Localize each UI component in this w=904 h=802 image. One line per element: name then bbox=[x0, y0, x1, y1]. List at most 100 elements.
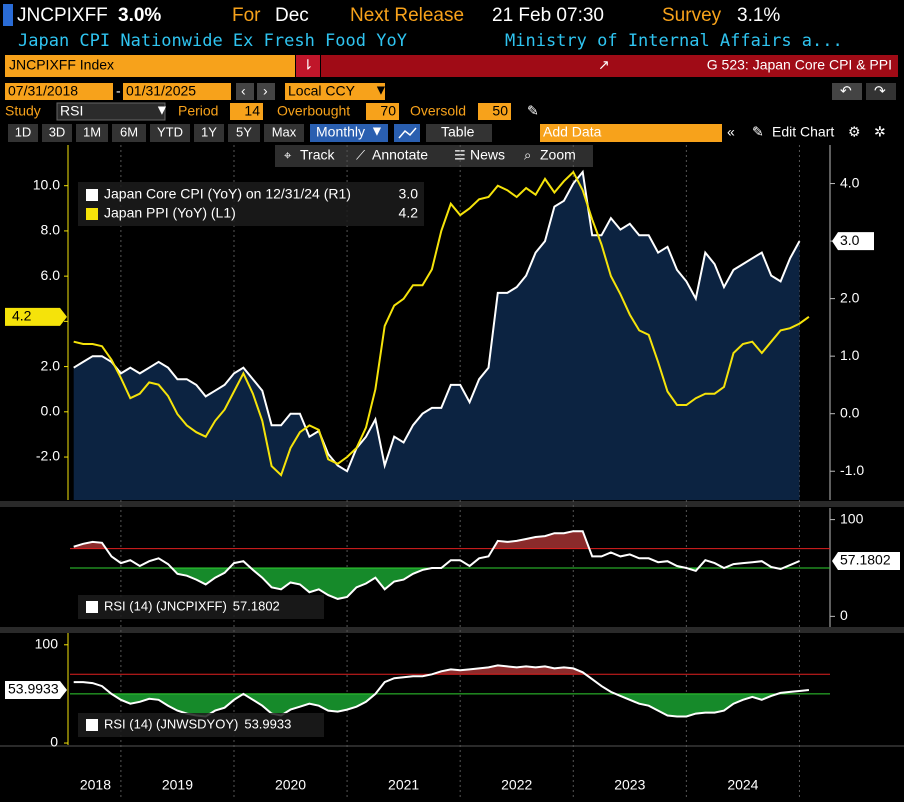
y-tick-label: 100 bbox=[840, 510, 864, 526]
y2-tick-label: 2.0 bbox=[840, 289, 860, 305]
tool[interactable]: Track bbox=[300, 147, 335, 163]
range-button[interactable] bbox=[76, 124, 108, 142]
value-tag bbox=[832, 232, 874, 251]
oversold-box[interactable] bbox=[478, 103, 511, 120]
collapse-icon[interactable]: « bbox=[727, 124, 735, 140]
prev-icon: ‹ bbox=[241, 83, 246, 99]
gear-icon[interactable]: ✲ bbox=[874, 124, 886, 140]
range-button[interactable] bbox=[112, 124, 146, 142]
end-date-box[interactable] bbox=[123, 83, 231, 100]
value-tag bbox=[5, 680, 67, 699]
oversold-fill bbox=[111, 693, 778, 717]
legend bbox=[78, 595, 324, 619]
legend-value: 53.9933 bbox=[244, 716, 291, 731]
range-buttons: 1D 3D 1M 6M YTD 1Y 5Y Max bbox=[8, 124, 304, 142]
next-release-label: Next Release bbox=[350, 5, 464, 26]
survey-label: Survey bbox=[662, 5, 722, 26]
y-tick-label: 8.0 bbox=[41, 222, 61, 238]
tool-icon: ⌕ bbox=[524, 147, 531, 162]
prev-button[interactable] bbox=[236, 83, 254, 100]
panel-separator bbox=[0, 745, 904, 747]
y2-tick-label: 1.0 bbox=[840, 347, 860, 363]
currency: Local CCY bbox=[288, 83, 356, 99]
range-button[interactable] bbox=[8, 124, 38, 142]
redo-button[interactable] bbox=[866, 83, 896, 100]
chart: 2018 2019 2020 2021 2022 2023 2024 -2.0 0.0 2.0 4.… bbox=[0, 145, 904, 797]
tool[interactable]: News bbox=[470, 147, 505, 163]
legend bbox=[78, 713, 324, 737]
for-label: For bbox=[232, 5, 261, 26]
tools: ⌖ Track ⟋ Annotate ☰ News ⌕ Zoom bbox=[284, 147, 576, 163]
y2-tick-label: -1.0 bbox=[840, 462, 864, 478]
value-tag bbox=[5, 307, 67, 326]
value-tag-label: 57.1802 bbox=[840, 552, 891, 568]
range-button[interactable] bbox=[228, 124, 260, 142]
period-box[interactable] bbox=[230, 103, 263, 120]
range-label: 1M bbox=[83, 124, 101, 139]
area bbox=[73, 172, 800, 500]
edit-icon: ✎ bbox=[752, 124, 764, 140]
launch-icon[interactable]: ↗ bbox=[598, 57, 610, 73]
add-data-box[interactable] bbox=[540, 124, 722, 142]
frequency-button[interactable] bbox=[310, 124, 388, 142]
rsi-line bbox=[73, 530, 800, 600]
currency-box[interactable] bbox=[285, 83, 385, 100]
panel-separator bbox=[0, 627, 904, 633]
edit-chart[interactable]: Edit Chart bbox=[772, 124, 834, 140]
table-button[interactable] bbox=[426, 124, 492, 142]
range-button[interactable] bbox=[150, 124, 190, 142]
legend-label: Japan PPI (YoY) (L1) bbox=[104, 205, 236, 221]
legend-label: RSI (14) (JNWSDYOY) bbox=[104, 716, 238, 731]
range-label: 5Y bbox=[236, 124, 252, 139]
table: Table bbox=[441, 124, 475, 140]
x-tick-label: 2020 bbox=[275, 777, 306, 793]
legend-value: 4.2 bbox=[399, 205, 419, 221]
x-tick-label: 2024 bbox=[727, 777, 758, 793]
dropdown-icon: ▼ bbox=[155, 102, 169, 118]
source: Ministry of Internal Affairs a... bbox=[505, 31, 843, 51]
y-tick-label: 2.0 bbox=[41, 357, 61, 373]
page-title: G 523: Japan Core CPI & PPI bbox=[707, 57, 892, 73]
y-tick-label: -2.0 bbox=[36, 448, 60, 464]
y-tick-label: 6.0 bbox=[41, 267, 61, 283]
tool[interactable]: Annotate bbox=[372, 147, 428, 163]
x-tick-label: 2022 bbox=[501, 777, 532, 793]
study-box[interactable] bbox=[56, 102, 166, 121]
x-tick-label: 2019 bbox=[162, 777, 193, 793]
security-box[interactable] bbox=[5, 55, 295, 77]
y-tick-label: 0.0 bbox=[41, 403, 61, 419]
y-tick-label: 0 bbox=[50, 734, 58, 750]
period-label: Period bbox=[178, 103, 218, 119]
legend-swatch bbox=[86, 601, 98, 613]
overbought-value: 70 bbox=[380, 103, 396, 119]
start-date-box[interactable] bbox=[5, 83, 113, 100]
range-label: 6M bbox=[120, 124, 138, 139]
security-menu[interactable] bbox=[296, 55, 320, 77]
y-tick-label: 100 bbox=[35, 635, 59, 651]
dropdown-icon: ▼ bbox=[370, 123, 384, 139]
y2-tick-label: 4.0 bbox=[840, 174, 860, 190]
tool[interactable]: Zoom bbox=[540, 147, 576, 163]
range-button[interactable] bbox=[194, 124, 224, 142]
next-icon: › bbox=[263, 83, 268, 99]
overbought-box[interactable] bbox=[366, 103, 399, 120]
value-tag-label: 53.9933 bbox=[8, 681, 59, 697]
range-button[interactable] bbox=[42, 124, 72, 142]
frequency: Monthly bbox=[316, 124, 365, 140]
undo-icon: ↶ bbox=[840, 83, 852, 99]
settings-icon[interactable]: ⚙ bbox=[848, 124, 861, 140]
undo-button[interactable] bbox=[832, 83, 862, 100]
overbought-fill bbox=[73, 665, 809, 675]
next-button[interactable] bbox=[257, 83, 275, 100]
panel-separator bbox=[0, 501, 904, 507]
period: Dec bbox=[275, 5, 309, 26]
range-label: 1Y bbox=[201, 124, 217, 139]
value-tag-label: 4.2 bbox=[12, 308, 32, 324]
ticker: JNCPIXFF bbox=[17, 5, 108, 26]
x-tick-label: 2023 bbox=[614, 777, 645, 793]
range-button[interactable] bbox=[264, 124, 304, 142]
pencil-icon[interactable]: ✎ bbox=[527, 103, 539, 119]
description: Japan CPI Nationwide Ex Fresh Food YoY bbox=[18, 31, 407, 51]
chart-type-icon bbox=[398, 127, 417, 139]
